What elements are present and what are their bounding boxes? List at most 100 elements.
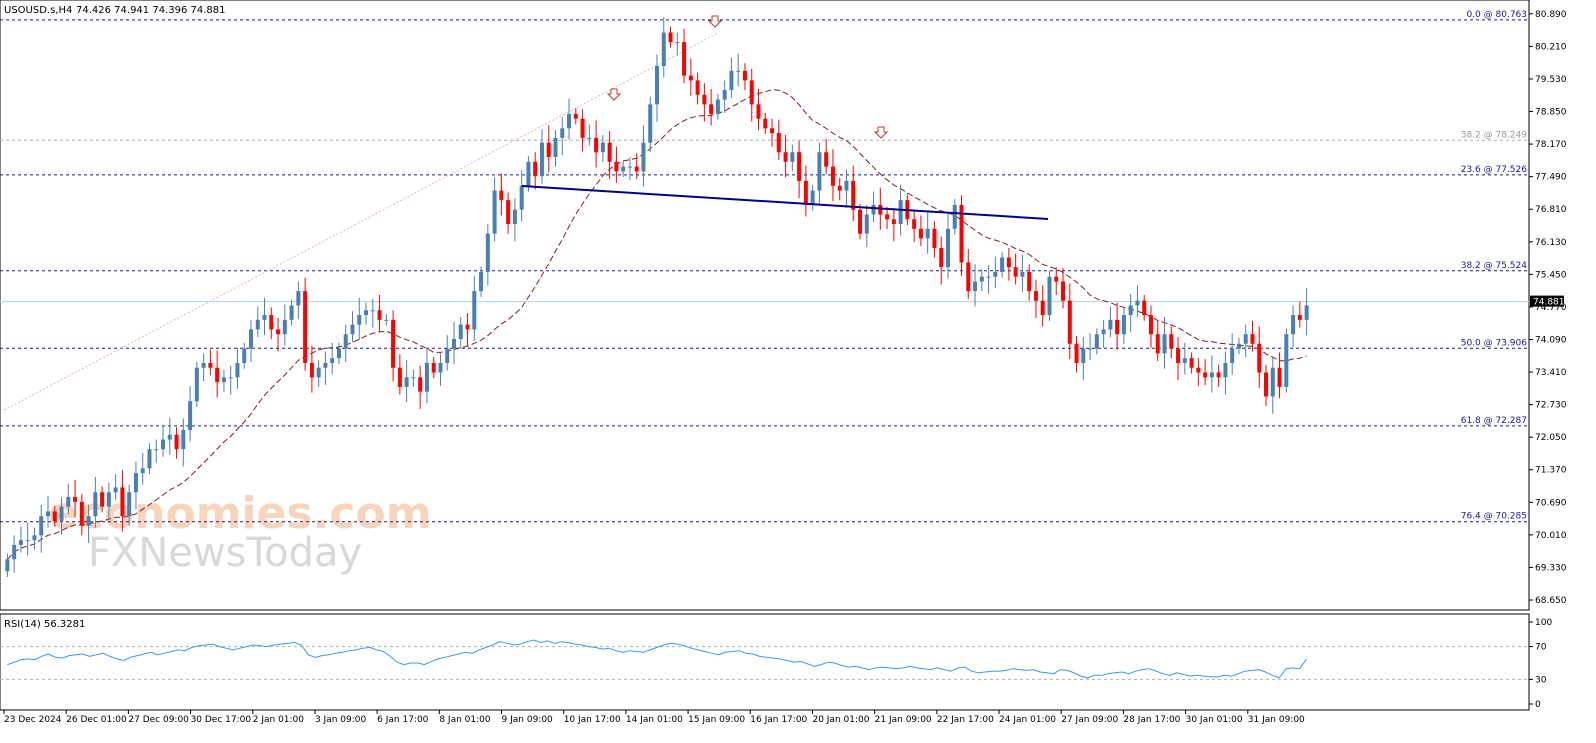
candle-body (1203, 372, 1208, 378)
candle-body (1291, 315, 1296, 335)
candle-body (1169, 334, 1174, 349)
watermark-fxnewstoday: FXNewsToday (88, 530, 362, 576)
price-tick-label: 70.690 (1535, 498, 1567, 508)
candle-body (445, 348, 450, 363)
candle-body (627, 166, 632, 168)
time-tick-label: 21 Jan 09:00 (875, 715, 932, 725)
time-tick-label: 30 Jan 01:00 (1186, 715, 1243, 725)
candle-body (235, 362, 240, 378)
time-tick-label: 15 Jan 09:00 (688, 715, 745, 725)
candle-body (201, 362, 206, 368)
candle-body (269, 315, 274, 330)
neckline-trendline (521, 185, 1049, 220)
price-tick-label: 79.530 (1535, 75, 1567, 85)
candle-body (73, 497, 78, 502)
candle-body (1081, 348, 1086, 363)
candle-body (1304, 305, 1309, 320)
time-axis: 23 Dec 2024 26 Dec 01:00 27 Dec 09:00 30 De… (3, 710, 1305, 725)
rsi-tick-label: 100 (1535, 618, 1552, 628)
candle-body (1216, 372, 1221, 378)
candle-body (194, 367, 199, 402)
candle-body (986, 276, 991, 278)
candle-body (140, 468, 145, 474)
candle-body (1284, 334, 1289, 387)
candle-body (208, 362, 213, 368)
candle-body (959, 204, 964, 263)
candle-body (702, 94, 707, 105)
candle-body (1074, 343, 1079, 363)
chart-ohlc: 74.426 74.941 74.396 74.881 (76, 5, 226, 16)
candle-body (1277, 367, 1282, 387)
candle-body (1297, 315, 1302, 320)
candle-body (370, 310, 375, 312)
price-tick-label: 80.210 (1535, 42, 1567, 52)
candle-body (1121, 315, 1126, 335)
candle-body (648, 104, 653, 143)
candle-body (709, 104, 714, 114)
current-price-label: 74.881 (1533, 298, 1565, 308)
fib-level-label: 0.0 @ 80.763 (1466, 10, 1527, 20)
candle-body (228, 377, 233, 379)
candle-body (607, 142, 612, 162)
candle-body (221, 377, 226, 383)
candle-body (1020, 271, 1025, 277)
candle-body (973, 281, 978, 292)
price-tick-label: 68.650 (1535, 596, 1567, 606)
candle-body (668, 32, 673, 43)
candle-body (1182, 358, 1187, 363)
candle-body (309, 362, 314, 378)
candle-body (715, 99, 720, 114)
candle-body (1047, 276, 1052, 316)
price-tick-label: 75.450 (1535, 270, 1567, 280)
time-tick-label: 26 Dec 01:00 (66, 715, 127, 725)
time-tick-label: 2 Jan 01:00 (253, 715, 305, 725)
candle-body (688, 75, 693, 81)
fib-level-label: 50.0 @ 73.906 (1461, 338, 1528, 348)
rsi-label: RSI(14) 56.3281 (4, 619, 85, 630)
candle-body (864, 214, 869, 234)
fib-level-label: 38.2 @ 78.249 (1461, 130, 1528, 140)
moving-average (7, 89, 1307, 560)
candle-body (404, 377, 409, 387)
candle-body (86, 516, 91, 526)
candle-body (519, 185, 524, 210)
candle-body (343, 334, 348, 349)
candle-body (695, 80, 700, 95)
price-tick-label: 77.490 (1535, 173, 1567, 183)
candle-body (255, 319, 260, 330)
candle-body (1088, 348, 1093, 350)
candle-body (932, 228, 937, 249)
candle-body (1209, 372, 1214, 378)
candle-body (722, 89, 727, 100)
candle-body (871, 204, 876, 215)
candle-body (1108, 319, 1113, 330)
time-tick-label: 20 Jan 01:00 (812, 715, 869, 725)
candle-body (844, 180, 849, 191)
price-tick-label: 71.370 (1535, 466, 1567, 476)
time-tick-label: 3 Jan 09:00 (315, 715, 367, 725)
candle-body (147, 449, 152, 469)
time-tick-label: 14 Jan 01:00 (626, 715, 683, 725)
candle-body (5, 559, 10, 572)
candle-body (1264, 372, 1269, 397)
candle-body (384, 319, 389, 321)
candle-body (1236, 343, 1241, 349)
candle-body (594, 137, 599, 153)
candle-body (154, 449, 159, 451)
price-tick-label: 70.010 (1535, 531, 1567, 541)
candle-body (898, 200, 903, 225)
price-tick-label: 74.090 (1535, 335, 1567, 345)
fib-anchor-line (3, 32, 719, 411)
time-tick-label: 27 Dec 09:00 (128, 715, 189, 725)
candle-body (512, 209, 517, 225)
candle-body (526, 161, 531, 186)
time-tick-label: 30 Dec 17:00 (191, 715, 252, 725)
candle-body (763, 118, 768, 129)
candle-body (424, 362, 429, 392)
price-axis: 80.890 80.210 79.530 78.850 78.170 77.490 76.8… (1529, 10, 1567, 606)
candle-body (600, 142, 605, 153)
candle-body (851, 180, 856, 210)
candle-body (979, 276, 984, 282)
candle-body (282, 319, 287, 335)
candle-body (188, 401, 193, 430)
